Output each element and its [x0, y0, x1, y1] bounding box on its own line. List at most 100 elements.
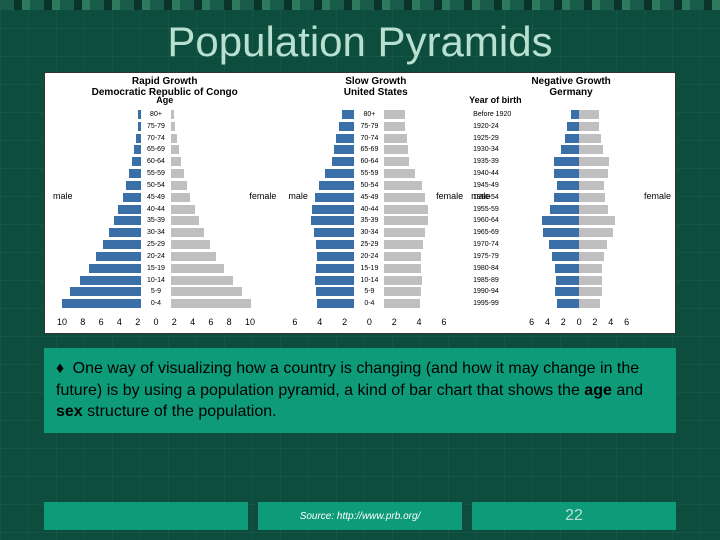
pyramid-row: 55-59: [57, 168, 278, 179]
age-label: 20-24: [354, 253, 384, 260]
pyramid-row: 40-44: [57, 204, 278, 215]
x-tick: 2: [172, 317, 177, 327]
male-bar: [134, 145, 141, 154]
female-bar: [171, 134, 177, 143]
pyramid-row: 1990-94: [473, 286, 669, 297]
age-label: 1935-39: [473, 158, 529, 165]
age-label: 40-44: [141, 206, 171, 213]
age-label: 60-64: [141, 158, 171, 165]
female-bar: [384, 287, 420, 296]
female-bar: [171, 110, 174, 119]
age-label: 50-54: [141, 182, 171, 189]
age-label: 60-64: [354, 158, 384, 165]
female-bar: [384, 205, 427, 214]
male-bar: [129, 169, 141, 178]
female-bar: [171, 169, 184, 178]
female-bar: [579, 181, 604, 190]
male-bar: [80, 276, 141, 285]
caption-mid: and: [612, 382, 643, 399]
pyramid-row: 1950-54: [473, 192, 669, 203]
male-bar: [319, 181, 354, 190]
age-label: 75-79: [141, 123, 171, 130]
x-tick: 4: [545, 317, 550, 327]
female-bar: [384, 157, 409, 166]
age-label: 55-59: [354, 170, 384, 177]
male-bar: [312, 205, 354, 214]
pyramid-row: 1995-99: [473, 298, 669, 309]
pyramid-row: 25-29: [292, 239, 461, 250]
age-label: 1950-54: [473, 194, 529, 201]
male-bar: [315, 276, 354, 285]
age-label: 25-29: [354, 241, 384, 248]
age-label: 70-74: [141, 135, 171, 142]
male-bar: [114, 216, 141, 225]
female-bar: [384, 181, 421, 190]
x-tick: 10: [245, 317, 255, 327]
female-bar: [171, 276, 233, 285]
x-tick: 4: [190, 317, 195, 327]
female-bar: [384, 122, 405, 131]
male-bar: [336, 134, 355, 143]
x-tick: 8: [227, 317, 232, 327]
pyramid-row: 1970-74: [473, 239, 669, 250]
male-bar: [132, 157, 141, 166]
male-bar: [109, 228, 141, 237]
female-bar: [171, 264, 224, 273]
male-bar: [342, 110, 354, 119]
female-bar: [171, 122, 175, 131]
x-tick: 0: [153, 317, 158, 327]
female-bar: [384, 252, 420, 261]
pyramid-row: 65-69: [57, 144, 278, 155]
age-label: 1965-69: [473, 229, 529, 236]
male-bar: [567, 122, 579, 131]
pyramid-row: 70-74: [292, 133, 461, 144]
female-bar: [579, 122, 599, 131]
x-tick: 2: [561, 317, 566, 327]
age-label: 30-34: [141, 229, 171, 236]
female-bar: [171, 145, 179, 154]
caption-box: ♦ One way of visualizing how a country i…: [44, 348, 676, 433]
pyramid-row: 1980-84: [473, 263, 669, 274]
age-label: 5-9: [141, 288, 171, 295]
female-bar: [171, 240, 210, 249]
male-bar: [550, 205, 579, 214]
age-label: 1960-64: [473, 217, 529, 224]
male-bar: [332, 157, 355, 166]
x-tick: 4: [417, 317, 422, 327]
age-label: Before 1920: [473, 111, 529, 118]
age-label: 80+: [354, 111, 384, 118]
pyramid-row: 1960-64: [473, 215, 669, 226]
caption-text-pre: One way of visualizing how a country is …: [56, 360, 639, 399]
age-label: 45-49: [141, 194, 171, 201]
male-bar: [103, 240, 141, 249]
pyramid-chart-container: Rapid GrowthDemocratic Republic of Congo…: [44, 72, 676, 334]
female-bar: [384, 228, 424, 237]
pyramid-bars: Before 19201920-241925-291930-341935-391…: [473, 109, 669, 309]
pyramid-row: 50-54: [57, 180, 278, 191]
male-bar: [556, 276, 579, 285]
male-bar: [557, 299, 579, 308]
pyramid-row: 1935-39: [473, 156, 669, 167]
age-label: 1955-59: [473, 206, 529, 213]
age-label: 40-44: [354, 206, 384, 213]
age-label: 0-4: [354, 300, 384, 307]
pyramid-row: 1985-89: [473, 275, 669, 286]
footer-seg-source: Source: http://www.prb.org/: [258, 502, 462, 530]
female-bar: [579, 264, 602, 273]
pyramid-row: 10-14: [57, 275, 278, 286]
pyramid-row: 60-64: [292, 156, 461, 167]
pyramid-row: 35-39: [292, 215, 461, 226]
age-label: 35-39: [354, 217, 384, 224]
x-tick: 6: [99, 317, 104, 327]
pyramid-bars: 80+ 75-79 70-74 65-69 60-64 55-59 50-54 45-49 40…: [57, 109, 278, 309]
x-tick: 4: [317, 317, 322, 327]
male-bar: [316, 264, 354, 273]
pyramid-row: 80+: [57, 109, 278, 120]
age-label: 1980-84: [473, 265, 529, 272]
male-bar: [555, 287, 579, 296]
pyramid-row: 1925-29: [473, 133, 669, 144]
age-label: 1990-94: [473, 288, 529, 295]
pyramid-row: 45-49: [57, 192, 278, 203]
male-bar: [123, 193, 141, 202]
bullet-icon: ♦: [56, 360, 64, 377]
